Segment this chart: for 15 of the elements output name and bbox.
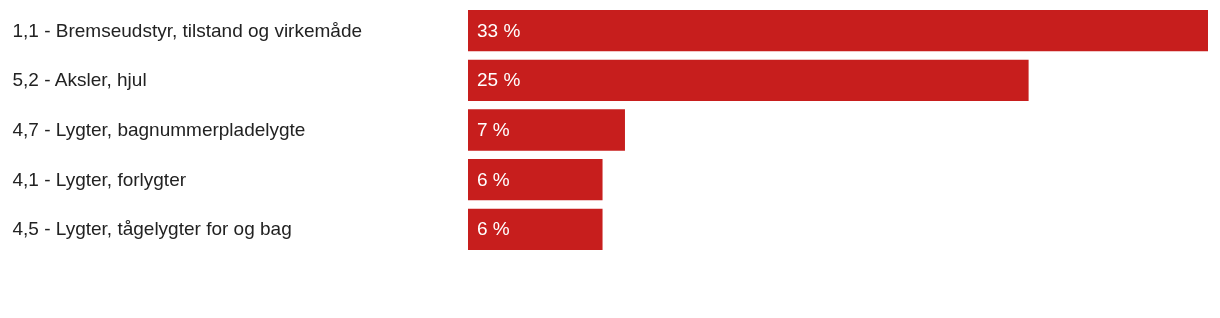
y-tick-label: 4,5 - Lygter, tågelygter for og bag	[12, 218, 292, 240]
bar	[468, 159, 603, 201]
bar	[468, 208, 603, 251]
y-tick-label: 1,1 - Bremseudstyr, tilstand og virkemåde	[12, 19, 363, 41]
bar	[468, 59, 1029, 101]
bar	[468, 9, 1208, 52]
data-label: 6 %	[477, 218, 510, 240]
bar	[468, 109, 625, 151]
data-label: 7 %	[477, 119, 510, 140]
y-tick-label: 4,1 - Lygter, forlygter	[12, 168, 187, 190]
y-tick-label: 4,7 - Lygter, bagnummerpladelygte	[12, 119, 306, 140]
y-tick-label: 5,2 - Aksler, hjul	[12, 69, 147, 91]
data-label: 33 %	[477, 19, 521, 41]
data-label: 25 %	[477, 69, 521, 91]
data-label: 6 %	[477, 168, 510, 190]
